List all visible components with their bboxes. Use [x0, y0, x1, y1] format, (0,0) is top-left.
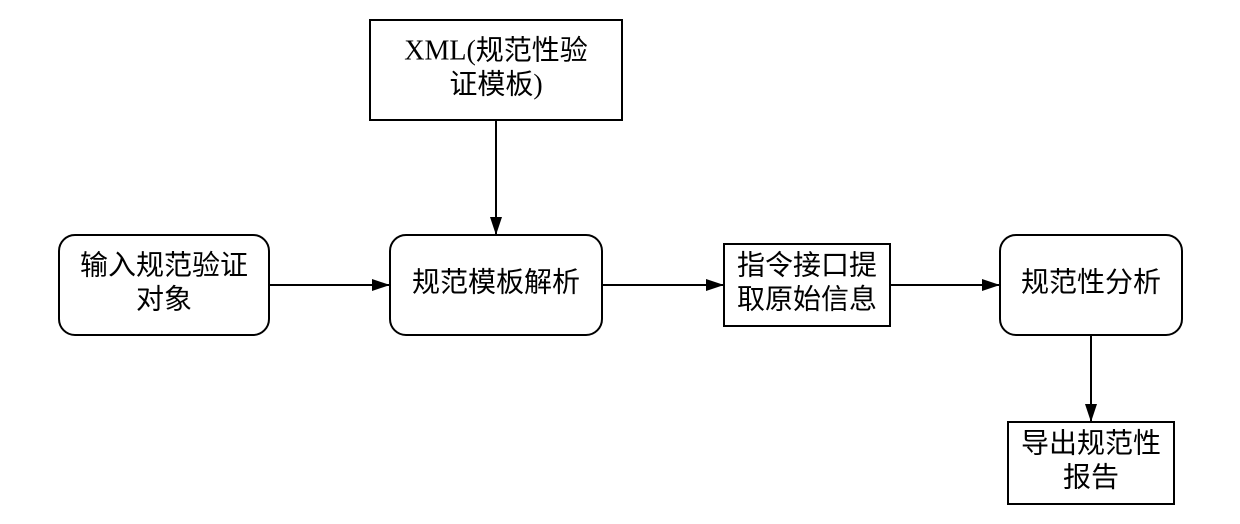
- node-normative-analysis: 规范性分析: [1000, 235, 1182, 335]
- node-input-object: 输入规范验证对象: [59, 235, 269, 335]
- node-input-object-label-line-0: 输入规范验证: [80, 249, 248, 281]
- flowchart-canvas: 输入规范验证对象 XML(规范性验证模板) 规范模板解析 指令接口提取原始信息 规范性分…: [0, 0, 1240, 524]
- node-parse-template-label-line-0: 规范模板解析: [412, 266, 580, 298]
- node-input-object-label-line-1: 对象: [136, 283, 192, 315]
- node-parse-template: 规范模板解析: [390, 235, 602, 335]
- node-extract-info-label-line-0: 指令接口提: [737, 249, 877, 281]
- node-xml-template-label-line-1: 证模板): [449, 68, 542, 100]
- node-export-report-label-line-1: 报告: [1063, 461, 1119, 493]
- node-export-report-label-line-0: 导出规范性: [1021, 427, 1161, 459]
- node-export-report: 导出规范性报告: [1008, 422, 1174, 504]
- node-extract-info-label-line-1: 取原始信息: [737, 283, 877, 315]
- node-xml-template: XML(规范性验证模板): [370, 20, 622, 120]
- node-normative-analysis-label-line-0: 规范性分析: [1021, 266, 1161, 298]
- node-xml-template-label-line-0: XML(规范性验: [404, 34, 588, 66]
- node-extract-info: 指令接口提取原始信息: [724, 244, 890, 326]
